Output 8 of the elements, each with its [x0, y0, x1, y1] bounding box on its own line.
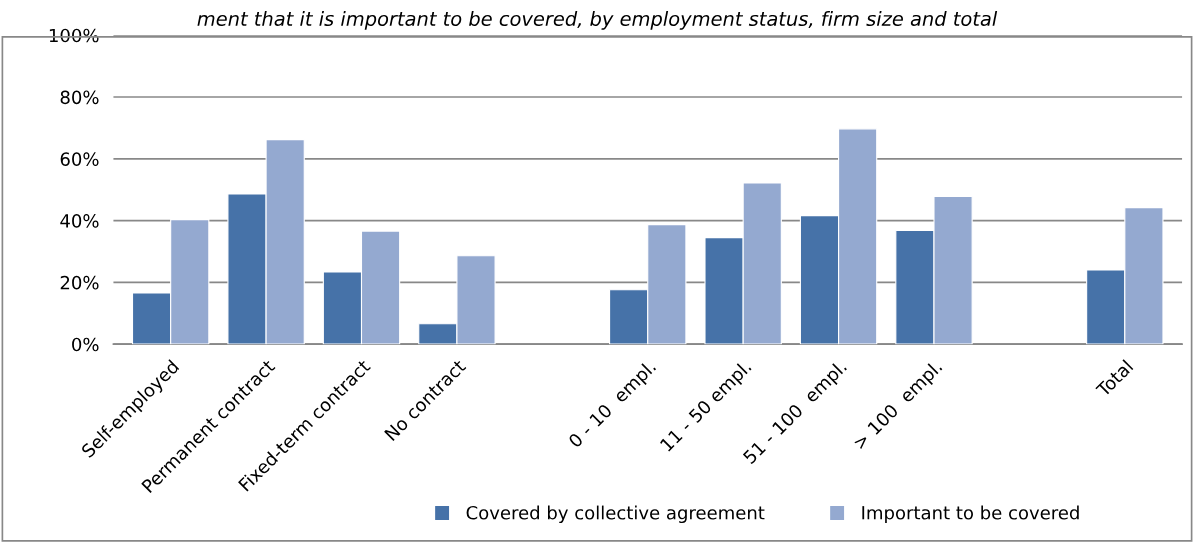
chart-title: ment that it is important to be covered, by employment status, firm size and total: [197, 10, 998, 30]
legend-label: Important to be covered: [862, 505, 1079, 524]
y-tick-label: 0%: [72, 337, 99, 352]
y-tick-label: 40%: [60, 214, 99, 228]
y-tick-label: 80%: [60, 90, 99, 105]
y-tick-label: 20%: [60, 275, 99, 290]
legend-label: Covered by collective agreement: [466, 505, 765, 524]
y-tick-label: 60%: [60, 152, 99, 166]
